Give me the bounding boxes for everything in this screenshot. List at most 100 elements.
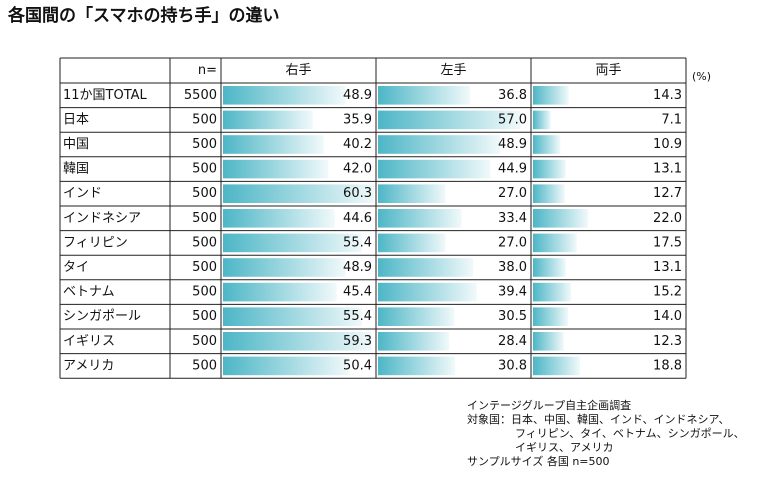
row-label: イギリス [63, 334, 115, 349]
value-label: 44.9 [498, 162, 527, 177]
note: インテージグループ自主企画調査 [467, 398, 631, 412]
bar [533, 258, 566, 277]
row-label: アメリカ [63, 358, 114, 373]
bar [378, 307, 455, 326]
value-label: 28.4 [498, 334, 527, 349]
value-label: 42.0 [343, 162, 372, 177]
bar [533, 282, 572, 302]
bar [378, 233, 446, 253]
value-label: 30.5 [498, 309, 527, 324]
row-label: シンガポール [63, 309, 141, 324]
bar [223, 332, 372, 351]
bar [378, 86, 471, 105]
bar [378, 258, 474, 277]
value-label: 48.9 [343, 260, 372, 275]
value-label: 33.4 [498, 211, 527, 226]
bar [378, 356, 456, 376]
bar [378, 332, 450, 351]
row-label: タイ [63, 260, 89, 275]
bar [223, 135, 324, 154]
bar [533, 135, 561, 154]
n-value: 500 [192, 211, 217, 226]
value-label: 59.3 [343, 334, 372, 349]
n-value: 500 [192, 334, 217, 349]
bar [533, 159, 566, 179]
value-label: 13.1 [653, 260, 682, 275]
bar [378, 110, 521, 130]
bar [223, 356, 350, 376]
column-header: 右手 [285, 63, 311, 78]
value-label: 48.9 [343, 88, 372, 103]
n-value: 500 [192, 358, 217, 373]
n-value: 500 [192, 137, 217, 152]
note: フィリピン、タイ、ベトナム、シンガポール、 [515, 427, 745, 440]
n-value: 500 [192, 112, 217, 127]
value-label: 38.0 [498, 260, 527, 275]
row-label: ベトナム [63, 285, 115, 300]
note: サンプルサイズ 各国 n=500 [467, 454, 610, 468]
value-label: 27.0 [498, 186, 527, 201]
chart-title: 各国間の「スマホの持ち手」の違い [7, 5, 280, 26]
bar [223, 233, 362, 253]
value-label: 35.9 [343, 112, 372, 127]
note: イギリス、アメリカ [515, 441, 613, 454]
value-label: 13.1 [653, 162, 682, 177]
value-label: 45.4 [343, 285, 372, 300]
n-header: n= [198, 63, 217, 78]
value-label: 30.8 [498, 358, 527, 373]
bar [223, 110, 313, 130]
value-label: 40.2 [343, 137, 372, 152]
bar [533, 332, 564, 351]
value-label: 50.4 [343, 358, 372, 373]
value-label: 48.9 [498, 137, 527, 152]
value-label: 55.4 [343, 309, 372, 324]
column-header: 左手 [440, 63, 466, 78]
n-value: 500 [192, 186, 217, 201]
value-label: 55.4 [343, 235, 372, 250]
value-label: 15.2 [653, 285, 682, 300]
row-label: 中国 [63, 137, 89, 152]
value-label: 18.8 [653, 358, 682, 373]
bar [533, 184, 565, 203]
bar [223, 209, 335, 228]
value-label: 27.0 [498, 235, 527, 250]
value-label: 44.6 [343, 211, 372, 226]
bar [223, 307, 362, 326]
n-value: 500 [192, 285, 217, 300]
value-label: 12.7 [653, 186, 682, 201]
bar [223, 184, 374, 203]
value-label: 57.0 [498, 112, 527, 127]
row-label: インド [63, 186, 102, 201]
value-label: 22.0 [653, 211, 682, 226]
value-label: 17.5 [653, 235, 682, 250]
bar [533, 86, 569, 105]
bar [378, 184, 446, 203]
row-label: 日本 [63, 112, 89, 127]
bar [223, 159, 329, 179]
row-label: フィリピン [63, 235, 128, 250]
row-label: 11か国TOTAL [63, 88, 148, 103]
bar [533, 356, 581, 376]
value-label: 14.3 [653, 88, 682, 103]
unit-label: (%) [692, 70, 711, 83]
n-value: 500 [192, 260, 217, 275]
bar [378, 159, 491, 179]
value-label: 10.9 [653, 137, 682, 152]
value-label: 12.3 [653, 334, 682, 349]
bar [378, 209, 462, 228]
bar [378, 282, 477, 302]
bar [223, 282, 337, 302]
value-label: 39.4 [498, 285, 527, 300]
column-header: 両手 [595, 63, 621, 78]
n-value: 500 [192, 309, 217, 324]
row-label: 韓国 [63, 162, 89, 177]
value-label: 14.0 [653, 309, 682, 324]
n-value: 5500 [184, 88, 217, 103]
bar [533, 209, 589, 228]
n-value: 500 [192, 162, 217, 177]
bar [533, 233, 577, 253]
bar [223, 258, 346, 277]
value-label: 36.8 [498, 88, 527, 103]
bar [533, 110, 551, 130]
